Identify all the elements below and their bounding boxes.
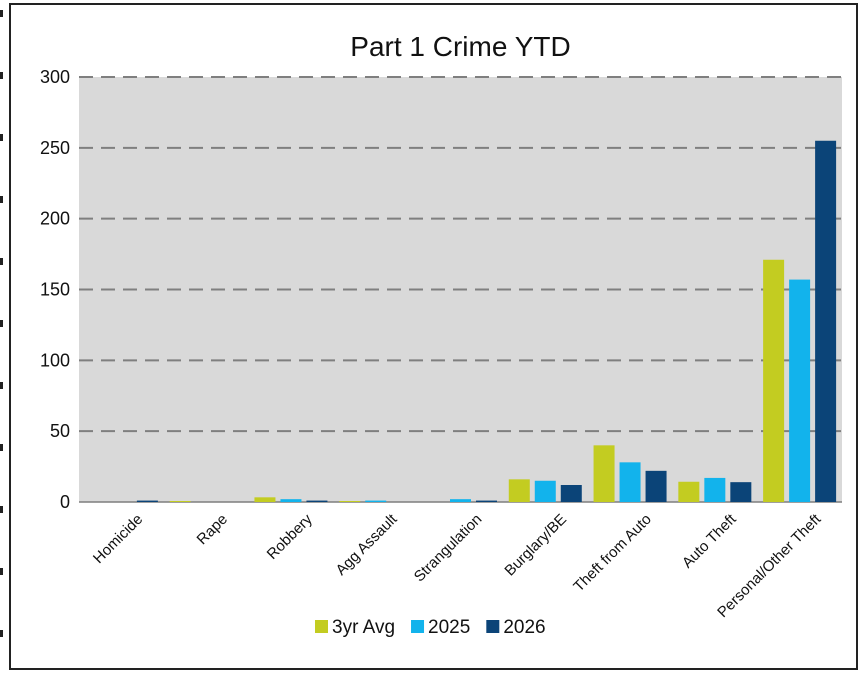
bar [763,259,785,502]
edge-mark [0,506,3,513]
edge-mark [0,258,3,265]
legend-swatch [411,620,425,633]
bar [619,462,641,502]
legend-label: 2025 [428,617,470,638]
legend-swatch [315,620,328,633]
bar [678,481,700,502]
edge-mark [0,134,3,141]
bar [508,479,530,502]
legend-label: 2026 [503,617,545,638]
y-tick-label: 0 [60,492,70,512]
bar [789,279,811,502]
x-category-label: Auto Theft [679,510,740,571]
edge-mark [0,10,3,17]
legend-label: 3yr Avg [332,617,395,638]
bar [730,482,752,502]
bar [136,500,158,502]
y-axis-tick-labels: 0 50 100 150 200 250 300 [40,67,70,512]
x-category-label: Homicide [90,511,146,567]
edge-mark [0,568,3,575]
x-category-label: Theft from Auto [570,511,655,596]
y-tick-label: 300 [40,67,70,87]
bar [339,501,361,502]
bar [560,485,582,502]
y-tick-label: 250 [40,138,70,158]
bar [476,500,497,502]
legend-swatch [486,620,500,633]
y-tick-label: 50 [50,421,70,441]
bar [169,501,191,502]
x-category-label: Agg Assault [333,510,402,579]
x-category-label: Strangulation [411,511,486,586]
edge-mark [0,72,3,79]
left-edge-marks [0,0,3,673]
y-tick-label: 100 [40,350,70,370]
edge-mark [0,196,3,203]
bar [280,499,302,502]
y-tick-label: 200 [40,209,70,229]
edge-mark [0,444,3,451]
bar [365,500,387,502]
x-category-label: Rape [194,511,231,548]
bar [306,500,328,502]
edge-mark [0,382,3,389]
edge-mark [0,630,3,637]
y-tick-label: 150 [40,280,70,300]
bar [593,445,615,502]
bar [704,477,726,502]
legend: 3yr Avg 2025 2026 [315,617,546,638]
x-category-label: Burglary/BE [501,511,570,580]
bar [254,497,276,502]
bar [645,470,667,502]
x-category-label: Robbery [264,510,316,562]
chart-title: Part 1 Crime YTD [350,31,570,62]
bar [815,140,837,502]
bar [534,480,556,502]
x-axis-category-labels: Homicide Rape Robbery Agg Assault Strangulat… [90,510,825,621]
bars [136,140,837,502]
bar [450,499,471,502]
edge-mark [0,320,3,327]
